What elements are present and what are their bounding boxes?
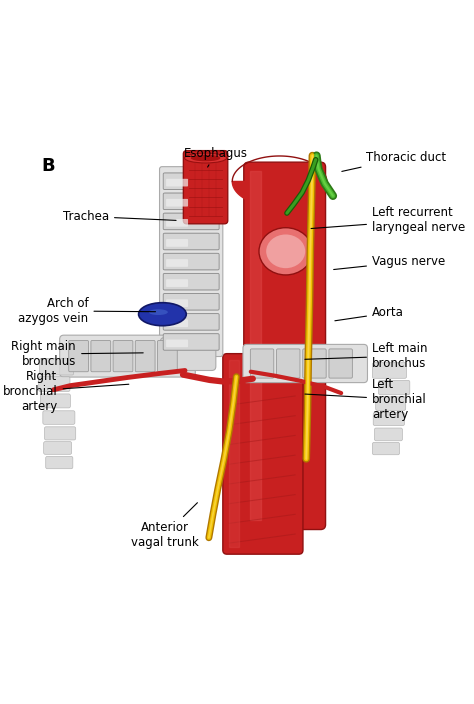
Polygon shape (232, 182, 327, 207)
FancyBboxPatch shape (91, 341, 111, 372)
FancyBboxPatch shape (303, 349, 326, 378)
Ellipse shape (266, 234, 305, 268)
FancyBboxPatch shape (244, 162, 326, 529)
FancyBboxPatch shape (373, 442, 400, 455)
FancyBboxPatch shape (166, 320, 188, 327)
FancyBboxPatch shape (163, 313, 219, 330)
FancyBboxPatch shape (379, 380, 410, 395)
Text: Thoracic duct: Thoracic duct (342, 151, 446, 171)
FancyBboxPatch shape (166, 199, 188, 206)
FancyBboxPatch shape (164, 293, 219, 310)
FancyBboxPatch shape (166, 239, 188, 246)
FancyBboxPatch shape (164, 253, 219, 270)
FancyBboxPatch shape (374, 428, 402, 441)
FancyBboxPatch shape (113, 341, 133, 372)
FancyBboxPatch shape (166, 279, 188, 287)
FancyBboxPatch shape (166, 299, 188, 307)
FancyBboxPatch shape (250, 349, 274, 378)
FancyBboxPatch shape (160, 167, 223, 356)
FancyBboxPatch shape (44, 441, 72, 454)
FancyBboxPatch shape (164, 233, 219, 250)
Text: B: B (41, 157, 55, 175)
Text: Trachea: Trachea (63, 210, 176, 223)
FancyBboxPatch shape (376, 397, 406, 410)
Text: Right
bronchial
artery: Right bronchial artery (3, 370, 129, 413)
FancyBboxPatch shape (164, 172, 219, 190)
Ellipse shape (191, 155, 220, 161)
FancyBboxPatch shape (163, 233, 219, 250)
FancyBboxPatch shape (163, 253, 219, 270)
FancyBboxPatch shape (164, 333, 219, 351)
FancyBboxPatch shape (46, 456, 73, 469)
FancyBboxPatch shape (163, 273, 219, 290)
FancyBboxPatch shape (135, 341, 155, 372)
Text: Aorta: Aorta (335, 306, 404, 321)
Ellipse shape (138, 303, 186, 326)
FancyBboxPatch shape (166, 339, 188, 347)
Ellipse shape (149, 309, 168, 315)
FancyBboxPatch shape (373, 363, 407, 378)
FancyBboxPatch shape (69, 341, 89, 372)
FancyBboxPatch shape (223, 353, 303, 554)
Text: Left main
bronchus: Left main bronchus (305, 342, 428, 370)
FancyBboxPatch shape (60, 335, 195, 377)
Ellipse shape (259, 227, 312, 275)
FancyBboxPatch shape (164, 273, 219, 290)
FancyBboxPatch shape (373, 413, 404, 425)
Text: Left
bronchial
artery: Left bronchial artery (305, 378, 427, 421)
FancyBboxPatch shape (39, 377, 70, 391)
FancyBboxPatch shape (163, 334, 219, 350)
FancyBboxPatch shape (166, 219, 188, 227)
FancyBboxPatch shape (43, 410, 75, 425)
FancyBboxPatch shape (40, 394, 70, 408)
FancyBboxPatch shape (39, 358, 73, 375)
FancyBboxPatch shape (276, 349, 300, 378)
Text: Vagus nerve: Vagus nerve (334, 255, 445, 270)
FancyBboxPatch shape (163, 213, 219, 230)
FancyBboxPatch shape (160, 338, 216, 370)
FancyBboxPatch shape (45, 427, 76, 440)
Text: Esophagus: Esophagus (184, 146, 248, 167)
FancyBboxPatch shape (164, 213, 219, 230)
FancyBboxPatch shape (183, 151, 228, 224)
FancyBboxPatch shape (157, 341, 177, 372)
FancyBboxPatch shape (163, 193, 219, 210)
Text: Right main
bronchus: Right main bronchus (11, 340, 143, 368)
Text: Left recurrent
laryngeal nerve: Left recurrent laryngeal nerve (311, 206, 465, 234)
FancyBboxPatch shape (166, 179, 188, 187)
Text: Arch of
azygos vein: Arch of azygos vein (18, 297, 155, 325)
FancyBboxPatch shape (163, 294, 219, 310)
FancyBboxPatch shape (166, 259, 188, 267)
Ellipse shape (184, 153, 227, 163)
FancyBboxPatch shape (329, 349, 352, 378)
FancyBboxPatch shape (164, 313, 219, 331)
Text: Anterior
vagal trunk: Anterior vagal trunk (131, 503, 198, 549)
FancyBboxPatch shape (243, 344, 367, 382)
FancyBboxPatch shape (163, 173, 219, 189)
FancyBboxPatch shape (164, 193, 219, 210)
